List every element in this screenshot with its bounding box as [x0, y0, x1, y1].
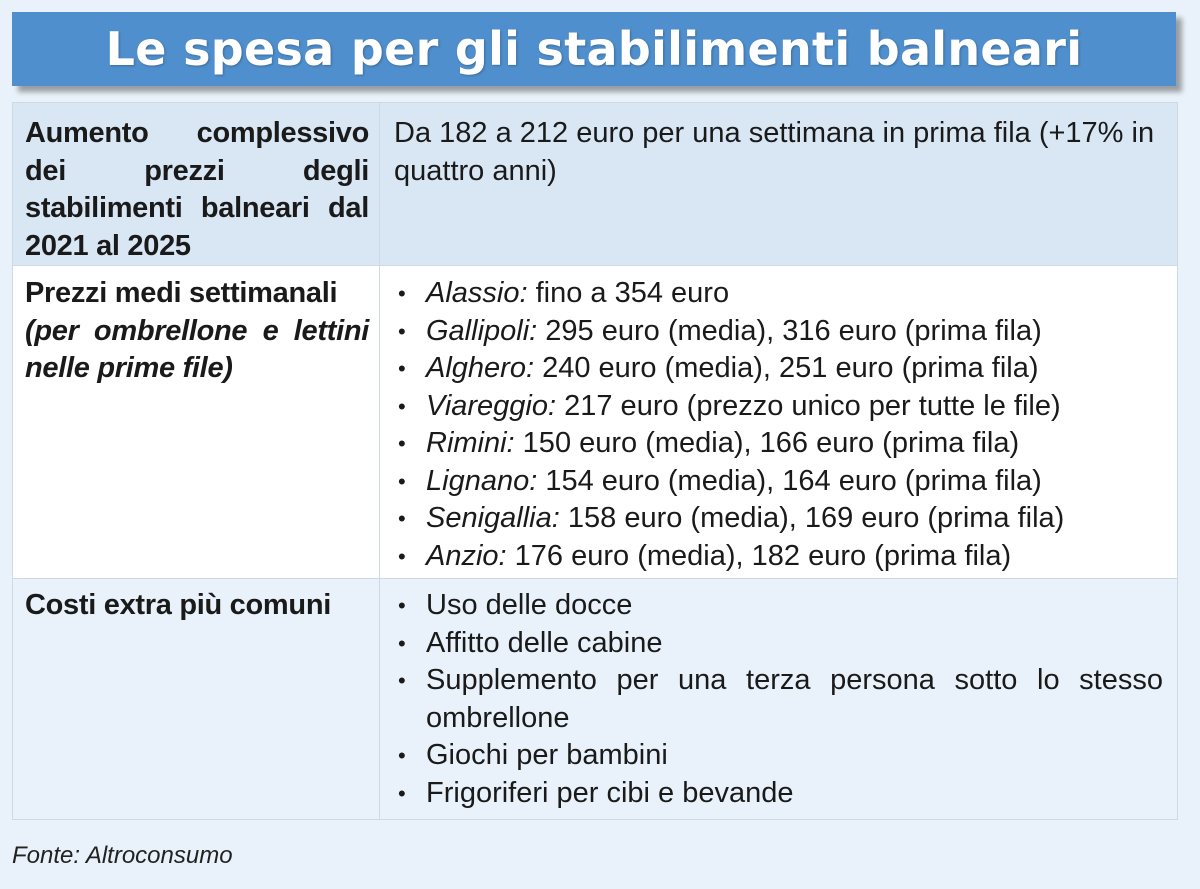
title-banner: Le spesa per gli stabilimenti balneari	[12, 12, 1176, 86]
city-name: Alassio:	[426, 277, 528, 309]
city-name: Lignano:	[426, 464, 538, 497]
list-item: Alassio: fino a 354 euro	[394, 275, 1163, 313]
list-item: Frigoriferi per cibi e bevande	[394, 775, 1163, 813]
price-text: 240 euro (media), 251 euro (prima fila)	[534, 352, 1039, 384]
list-item: Lignano: 154 euro (media), 164 euro (pri…	[394, 463, 1163, 501]
row-label-sub: (per ombrellone e lettini nelle prime fi…	[25, 314, 369, 385]
row-value: Da 182 a 212 euro per una settimana in p…	[379, 102, 1178, 266]
table-row-extra-costs: Costi extra più comuni Uso delle docce A…	[12, 578, 1178, 820]
price-text: 295 euro (media), 316 euro (prima fila)	[537, 314, 1042, 347]
city-name: Rimini:	[426, 427, 515, 459]
info-table: Aumento complessivo dei prezzi degli sta…	[12, 102, 1178, 820]
list-item: Viareggio: 217 euro (prezzo unico per tu…	[394, 388, 1163, 426]
page-title: Le spesa per gli stabilimenti balneari	[105, 22, 1083, 76]
price-text: fino a 354 euro	[527, 277, 730, 309]
price-text: 217 euro (prezzo unico per tutte le file…	[556, 389, 1061, 422]
price-text: 154 euro (media), 164 euro (prima fila)	[537, 464, 1042, 497]
city-name: Senigallia:	[426, 502, 560, 534]
row-label: Costi extra più comuni	[12, 578, 380, 820]
city-name: Viareggio:	[426, 389, 557, 422]
row-label: Prezzi medi settimanali (per ombrellone …	[12, 265, 380, 579]
list-item: Rimini: 150 euro (media), 166 euro (prim…	[394, 425, 1163, 463]
row-label: Aumento complessivo dei prezzi degli sta…	[12, 102, 380, 266]
source-note: Fonte: Altroconsumo	[12, 842, 233, 869]
price-text: 176 euro (media), 182 euro (prima fila)	[506, 539, 1012, 572]
row-label-main: Prezzi medi settimanali	[25, 277, 338, 309]
city-name: Anzio:	[426, 539, 507, 572]
list-item: Affitto delle cabine	[394, 625, 1163, 663]
table-row-increase: Aumento complessivo dei prezzi degli sta…	[12, 102, 1178, 266]
list-item: Anzio: 176 euro (media), 182 euro (prima…	[394, 538, 1163, 576]
city-name: Alghero:	[426, 352, 535, 384]
extra-costs-cell: Uso delle docce Affitto delle cabine Sup…	[379, 578, 1178, 820]
list-item: Supplemento per una terza persona sotto …	[394, 662, 1163, 737]
table-row-weekly-prices: Prezzi medi settimanali (per ombrellone …	[12, 265, 1178, 579]
list-item: Alghero: 240 euro (media), 251 euro (pri…	[394, 350, 1163, 388]
list-item: Uso delle docce	[394, 587, 1163, 625]
list-item: Senigallia: 158 euro (media), 169 euro (…	[394, 500, 1163, 538]
list-item: Gallipoli: 295 euro (media), 316 euro (p…	[394, 313, 1163, 351]
price-text: 150 euro (media), 166 euro (prima fila)	[514, 427, 1020, 459]
price-text: 158 euro (media), 169 euro (prima fila)	[559, 502, 1065, 534]
extra-costs-list: Uso delle docce Affitto delle cabine Sup…	[394, 587, 1163, 812]
price-list: Alassio: fino a 354 euro Gallipoli: 295 …	[394, 275, 1163, 575]
list-item: Giochi per bambini	[394, 737, 1163, 775]
price-list-cell: Alassio: fino a 354 euro Gallipoli: 295 …	[379, 265, 1178, 579]
city-name: Gallipoli:	[426, 314, 538, 347]
